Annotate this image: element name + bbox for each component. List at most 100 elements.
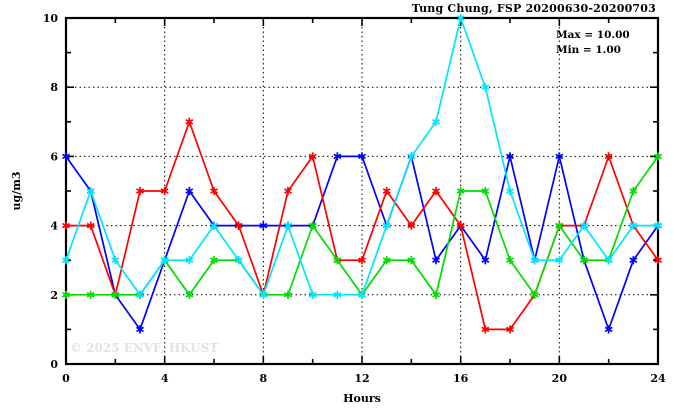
data-point-marker (111, 290, 120, 299)
data-point-marker (358, 256, 366, 265)
legend-max-value: Max = 10.00 (556, 29, 630, 41)
data-point-marker (456, 186, 465, 196)
series-line (65, 153, 659, 332)
data-point-marker (580, 221, 588, 230)
watermark: © 2025 ENVF, HKUST (70, 341, 218, 355)
data-point-marker (432, 186, 440, 196)
y-tick-label: 10 (43, 12, 59, 25)
data-point-marker (481, 256, 490, 265)
x-tick-label: 16 (453, 372, 469, 385)
data-point-marker (160, 256, 169, 265)
data-point-marker (333, 256, 342, 265)
data-point-marker (210, 221, 218, 230)
axis-ticks (65, 17, 659, 365)
y-tick-label: 2 (50, 289, 58, 302)
data-point-marker (481, 83, 490, 92)
data-series (62, 13, 662, 334)
data-point-marker (481, 325, 490, 334)
data-point-marker (62, 221, 70, 230)
data-point-marker (259, 290, 268, 299)
data-point-marker (382, 221, 391, 230)
y-tick-label: 4 (50, 220, 58, 233)
data-point-marker (654, 221, 662, 230)
data-point-marker (456, 13, 465, 23)
data-point-marker (481, 186, 490, 196)
data-point-marker (210, 186, 218, 196)
data-point-marker (284, 290, 292, 299)
data-point-marker (432, 117, 440, 126)
data-point-marker (506, 325, 514, 334)
data-point-marker (284, 221, 292, 230)
data-point-marker (136, 186, 144, 196)
x-tick-label: 20 (552, 372, 568, 385)
data-point-marker (308, 152, 317, 161)
grid-lines (66, 18, 658, 364)
data-point-marker (136, 290, 144, 299)
data-point-marker (555, 221, 564, 230)
data-point-marker (333, 152, 342, 161)
data-point-marker (407, 152, 416, 161)
data-point-marker (530, 256, 539, 265)
data-point-marker (62, 256, 70, 265)
data-point-marker (284, 186, 292, 196)
y-tick-label: 8 (50, 81, 58, 94)
data-point-marker (136, 325, 144, 334)
data-point-marker (382, 186, 391, 196)
data-point-marker (358, 152, 366, 161)
data-point-marker (333, 290, 342, 299)
x-tick-label: 4 (161, 372, 169, 385)
data-point-marker (407, 256, 416, 265)
data-point-marker (555, 256, 564, 265)
series-series-cyan (62, 13, 662, 299)
data-point-marker (86, 221, 95, 230)
data-point-marker (358, 290, 366, 299)
data-point-marker (506, 256, 514, 265)
x-tick-label: 8 (260, 372, 268, 385)
data-point-marker (530, 290, 539, 299)
data-point-marker (160, 186, 169, 196)
y-tick-label: 6 (50, 150, 58, 163)
y-tick-label: 0 (50, 358, 58, 371)
x-axis-label: Hours (343, 392, 381, 405)
data-point-marker (432, 290, 440, 299)
data-point-marker (432, 256, 440, 265)
data-point-marker (86, 290, 95, 299)
data-point-marker (210, 256, 218, 265)
data-point-marker (604, 325, 613, 334)
data-point-marker (111, 256, 120, 265)
data-point-marker (629, 221, 638, 230)
data-point-marker (185, 256, 194, 265)
data-point-marker (382, 256, 391, 265)
data-point-marker (185, 117, 194, 126)
y-axis-label: ug/m3 (10, 172, 23, 211)
data-point-marker (506, 152, 514, 161)
data-point-marker (407, 221, 416, 230)
data-point-marker (629, 186, 638, 196)
x-tick-label: 12 (354, 372, 369, 385)
data-point-marker (580, 256, 588, 265)
data-point-marker (629, 256, 638, 265)
data-point-marker (604, 256, 613, 265)
watermark-text: © 2025 ENVF, HKUST (70, 341, 218, 355)
data-point-marker (185, 186, 194, 196)
data-point-marker (456, 221, 465, 230)
legend-box: Max = 10.00 Min = 1.00 (556, 29, 630, 56)
chart-title: Tung Chung, FSP 20200630-20200703 (411, 2, 656, 15)
data-point-marker (86, 186, 95, 196)
data-point-marker (506, 186, 514, 196)
data-point-marker (654, 152, 662, 161)
data-point-marker (654, 256, 662, 265)
data-point-marker (234, 256, 243, 265)
data-point-marker (555, 152, 564, 161)
data-point-marker (604, 152, 613, 161)
data-point-marker (259, 221, 268, 230)
x-tick-label: 0 (62, 372, 70, 385)
x-tick-label: 24 (650, 372, 666, 385)
data-point-marker (62, 152, 70, 161)
data-point-marker (62, 290, 70, 299)
data-point-marker (234, 221, 243, 230)
data-point-marker (185, 290, 194, 299)
